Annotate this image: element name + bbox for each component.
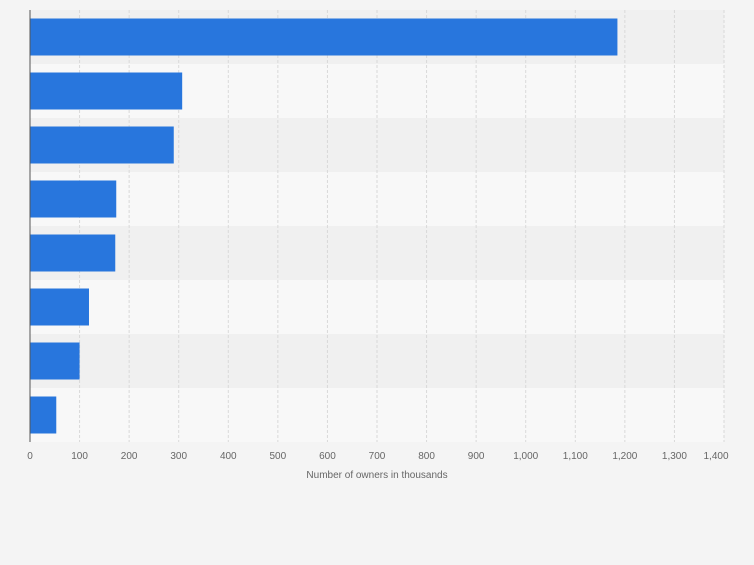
x-tick-label: 200: [121, 451, 138, 462]
bar: [30, 180, 117, 218]
x-tick-label: 800: [418, 451, 435, 462]
x-tick-label: 1,100: [563, 451, 588, 462]
x-tick-label: 1,000: [513, 451, 538, 462]
x-tick-label: 900: [468, 451, 485, 462]
x-tick-label: 1,400: [703, 451, 728, 462]
bar: [30, 18, 618, 56]
bar: [30, 342, 80, 380]
bar: [30, 126, 174, 164]
bar: [30, 396, 57, 434]
x-axis-label: Number of owners in thousands: [306, 470, 447, 481]
bar: [30, 234, 116, 272]
bar: [30, 72, 183, 110]
x-tick-labels: 0 100 200 300 400 500 600 700 800 900 1,000 1,100 1,…: [27, 451, 729, 462]
x-tick-label: 1,200: [612, 451, 637, 462]
bar: [30, 288, 89, 326]
x-tick-label: 0: [27, 451, 33, 462]
x-tick-label: 300: [170, 451, 187, 462]
x-tick-label: 1,300: [662, 451, 687, 462]
x-tick-label: 500: [270, 451, 287, 462]
x-tick-label: 600: [319, 451, 336, 462]
x-tick-label: 100: [71, 451, 88, 462]
bars: [30, 18, 618, 434]
x-tick-label: 400: [220, 451, 237, 462]
x-tick-label: 700: [369, 451, 386, 462]
